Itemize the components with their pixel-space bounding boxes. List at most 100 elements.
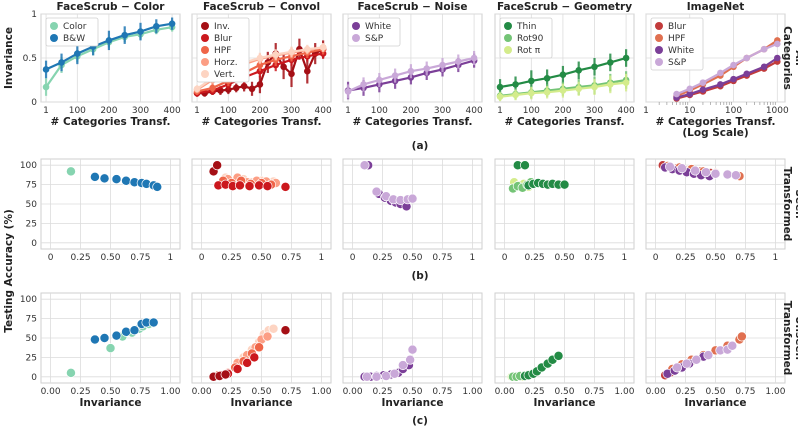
x-tick-label: 0.50: [100, 387, 120, 397]
legend-box: [347, 17, 401, 47]
x-tick-label: 200: [402, 106, 419, 116]
x-tick-label: 100: [371, 106, 388, 116]
data-point: [66, 166, 76, 177]
data-point: [760, 45, 768, 53]
data-point: [673, 90, 680, 98]
data-point: [272, 51, 280, 58]
data-point: [280, 63, 287, 71]
series-s-p: [359, 160, 418, 206]
x-tick-label: 400: [315, 106, 332, 116]
panel-title: FaceScrub − Noise: [357, 1, 467, 13]
data-point: [773, 54, 781, 62]
data-point: [559, 71, 567, 79]
x-tick-label: 1: [643, 106, 649, 116]
x-tick-label: 300: [434, 106, 451, 116]
row-label-line: Transformed: [781, 301, 793, 376]
legend-marker: [655, 58, 663, 66]
legend: Thin Rot90 Rot π: [499, 17, 553, 59]
data-point: [137, 28, 144, 35]
data-point: [407, 193, 418, 204]
x-axis-label: Invariance: [382, 397, 444, 409]
data-point: [575, 67, 583, 74]
legend-marker: [352, 34, 360, 42]
row-label-line: Seen: [793, 189, 798, 218]
data-point: [730, 75, 737, 83]
data-point: [512, 91, 519, 99]
data-point: [288, 48, 295, 56]
data-point: [622, 54, 630, 62]
data-point: [256, 61, 264, 69]
data-point: [710, 168, 721, 179]
data-point: [591, 63, 598, 71]
x-tick-label: 400: [618, 106, 635, 116]
x-axis-label: Invariance: [80, 397, 142, 409]
x-tick-label: 0.75: [432, 387, 452, 397]
data-point: [727, 340, 738, 351]
caption-a: (a): [412, 140, 429, 152]
data-point: [256, 54, 264, 62]
x-tick-label: 400: [164, 106, 181, 116]
data-point: [256, 81, 264, 88]
data-point: [512, 81, 519, 88]
data-point: [129, 325, 140, 336]
data-point: [528, 77, 535, 85]
legend-marker: [352, 22, 360, 30]
accuracy-y-axis-label: Testing Accuracy (%): [3, 209, 15, 333]
data-point: [262, 181, 273, 192]
data-point: [105, 343, 116, 354]
data-point: [730, 170, 741, 181]
data-point: [288, 70, 295, 78]
x-tick-label: 200: [100, 106, 117, 116]
data-point: [249, 352, 260, 363]
y-tick-label: 75: [26, 181, 37, 191]
x-tick-label: 0.25: [525, 253, 545, 263]
x-tick-label: 0.75: [130, 253, 150, 263]
panel-b-3: 0 0.25 0.50 0.75 1: [342, 158, 483, 263]
legend-marker: [201, 34, 209, 42]
data-point: [304, 45, 311, 53]
row-label-line: Categories: [781, 26, 793, 90]
y-tick-label: 50: [26, 334, 38, 344]
data-point: [760, 63, 768, 71]
data-point: [543, 89, 551, 96]
panel-a-5: 1 10 100 1000 ImageNet # Categories Transf.(L…: [643, 1, 789, 139]
x-axis-label: # Categories Transf.: [505, 116, 625, 128]
data-point: [74, 50, 81, 57]
y-tick-label: 25: [26, 353, 37, 363]
legend-label: Vert.: [214, 70, 235, 80]
x-tick-label: 0.75: [281, 253, 301, 263]
series-s-p: [672, 340, 738, 373]
x-tick-label: 100: [220, 106, 237, 116]
legend-label: Thin: [516, 22, 536, 32]
x-tick-label: 0.00: [192, 387, 212, 397]
data-point: [105, 37, 113, 44]
data-point: [242, 357, 253, 368]
data-point: [89, 171, 100, 182]
data-point: [686, 85, 694, 93]
panel-c-4: 0.00 0.25 0.50 0.75 1.00 Invariance: [494, 292, 635, 409]
data-point: [376, 76, 383, 84]
data-point: [743, 70, 751, 78]
x-axis-label-scale: (Log Scale): [682, 127, 748, 139]
series-b-w: [89, 171, 163, 192]
data-point: [371, 186, 382, 197]
x-tick-label: 0.50: [402, 387, 422, 397]
x-tick-label: 0.25: [676, 387, 696, 397]
caption-b: (b): [411, 270, 428, 282]
x-tick-label: 0.75: [584, 253, 604, 263]
x-tick-label: 0.25: [222, 253, 242, 263]
y-tick-label: 75: [26, 315, 37, 325]
data-point: [240, 82, 248, 90]
y-tick-label: 0: [31, 98, 37, 108]
panel-title: ImageNet: [687, 1, 745, 13]
series-s-p: [673, 40, 781, 98]
series-inv: [208, 325, 291, 382]
data-point: [121, 175, 132, 186]
series-s-p: [362, 344, 418, 382]
series-color: [66, 166, 76, 177]
x-tick-label: 1: [319, 253, 325, 263]
legend-marker: [655, 22, 663, 30]
series-blur: [213, 179, 291, 192]
x-tick-label: 0.00: [495, 387, 515, 397]
